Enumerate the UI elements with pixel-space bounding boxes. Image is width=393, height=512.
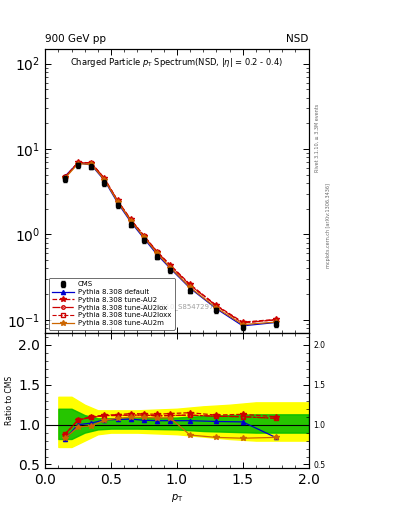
Pythia 8.308 tune-AU2m <box>168 264 173 270</box>
Pythia 8.308 tune-AU2loxx <box>273 317 278 323</box>
Pythia 8.308 tune-AU2m <box>62 175 67 181</box>
Pythia 8.308 tune-AU2 <box>62 174 67 180</box>
Text: mcplots.cern.ch [arXiv:1306.3436]: mcplots.cern.ch [arXiv:1306.3436] <box>326 183 331 268</box>
Pythia 8.308 tune-AU2loxx <box>76 159 81 165</box>
Pythia 8.308 tune-AU2 <box>168 262 173 268</box>
Pythia 8.308 default <box>76 160 81 166</box>
Pythia 8.308 default <box>168 265 173 271</box>
Pythia 8.308 default <box>129 219 133 225</box>
Pythia 8.308 tune-AU2lox <box>129 217 133 223</box>
Pythia 8.308 tune-AU2 <box>115 198 120 204</box>
Pythia 8.308 tune-AU2lox <box>89 160 94 166</box>
Pythia 8.308 default <box>62 173 67 179</box>
Pythia 8.308 default <box>141 236 146 242</box>
Pythia 8.308 tune-AU2m <box>102 177 107 183</box>
Pythia 8.308 tune-AU2m <box>155 250 160 257</box>
Pythia 8.308 tune-AU2lox <box>273 317 278 323</box>
Pythia 8.308 tune-AU2lox <box>188 282 193 288</box>
Pythia 8.308 tune-AU2loxx <box>62 175 67 181</box>
Line: Pythia 8.308 default: Pythia 8.308 default <box>63 161 278 328</box>
Pythia 8.308 default <box>188 285 193 291</box>
Line: Pythia 8.308 tune-AU2m: Pythia 8.308 tune-AU2m <box>62 161 278 327</box>
Pythia 8.308 tune-AU2 <box>129 217 133 223</box>
Y-axis label: Ratio to CMS: Ratio to CMS <box>5 376 14 425</box>
Legend: CMS, Pythia 8.308 default, Pythia 8.308 tune-AU2, Pythia 8.308 tune-AU2lox, Pyth: CMS, Pythia 8.308 default, Pythia 8.308 … <box>49 278 174 330</box>
Pythia 8.308 tune-AU2loxx <box>115 198 120 204</box>
Pythia 8.308 tune-AU2m <box>76 161 81 167</box>
Text: Rivet 3.1.10, ≥ 3.3M events: Rivet 3.1.10, ≥ 3.3M events <box>314 104 320 173</box>
Pythia 8.308 tune-AU2lox <box>241 320 245 326</box>
Pythia 8.308 tune-AU2loxx <box>188 282 193 288</box>
Pythia 8.308 default <box>89 162 94 168</box>
Pythia 8.308 tune-AU2m <box>129 218 133 224</box>
Pythia 8.308 tune-AU2 <box>188 281 193 287</box>
Pythia 8.308 tune-AU2 <box>89 160 94 166</box>
Text: $p_\mathrm{T}$: $p_\mathrm{T}$ <box>171 493 183 504</box>
Pythia 8.308 default <box>115 200 120 206</box>
Line: Pythia 8.308 tune-AU2: Pythia 8.308 tune-AU2 <box>62 160 278 325</box>
Pythia 8.308 default <box>241 323 245 329</box>
Pythia 8.308 tune-AU2m <box>141 234 146 240</box>
Pythia 8.308 tune-AU2m <box>241 322 245 328</box>
Pythia 8.308 tune-AU2 <box>214 302 219 308</box>
Text: NSD: NSD <box>286 33 309 44</box>
Pythia 8.308 tune-AU2lox <box>141 233 146 239</box>
Pythia 8.308 tune-AU2loxx <box>141 233 146 239</box>
Pythia 8.308 tune-AU2lox <box>214 303 219 309</box>
Pythia 8.308 tune-AU2loxx <box>214 303 219 309</box>
Pythia 8.308 tune-AU2lox <box>168 263 173 269</box>
Pythia 8.308 tune-AU2loxx <box>102 176 107 182</box>
Pythia 8.308 tune-AU2 <box>155 248 160 254</box>
Text: Charged Particle $p_\mathrm{T}$ Spectrum(NSD, $|\eta|$ = 0.2 - 0.4): Charged Particle $p_\mathrm{T}$ Spectrum… <box>70 56 284 69</box>
Pythia 8.308 default <box>214 306 219 312</box>
Pythia 8.308 tune-AU2m <box>188 284 193 290</box>
Pythia 8.308 tune-AU2lox <box>115 198 120 204</box>
Pythia 8.308 tune-AU2loxx <box>155 249 160 255</box>
Text: 900 GeV pp: 900 GeV pp <box>45 33 106 44</box>
Pythia 8.308 default <box>155 251 160 258</box>
Pythia 8.308 tune-AU2lox <box>155 249 160 255</box>
Pythia 8.308 tune-AU2 <box>241 319 245 325</box>
Pythia 8.308 tune-AU2 <box>102 175 107 181</box>
Pythia 8.308 tune-AU2loxx <box>241 320 245 326</box>
Pythia 8.308 tune-AU2 <box>76 159 81 165</box>
Pythia 8.308 default <box>273 319 278 326</box>
Pythia 8.308 tune-AU2lox <box>62 175 67 181</box>
Line: Pythia 8.308 tune-AU2loxx: Pythia 8.308 tune-AU2loxx <box>63 161 277 325</box>
Line: Pythia 8.308 tune-AU2lox: Pythia 8.308 tune-AU2lox <box>63 161 277 325</box>
Pythia 8.308 tune-AU2lox <box>76 159 81 165</box>
Text: CMS_2010_S8547297: CMS_2010_S8547297 <box>139 304 215 310</box>
Pythia 8.308 tune-AU2lox <box>102 176 107 182</box>
Pythia 8.308 tune-AU2m <box>115 199 120 205</box>
Pythia 8.308 tune-AU2 <box>141 232 146 239</box>
Pythia 8.308 tune-AU2loxx <box>168 263 173 269</box>
Pythia 8.308 tune-AU2m <box>89 161 94 167</box>
Pythia 8.308 tune-AU2 <box>273 316 278 323</box>
Pythia 8.308 tune-AU2m <box>214 305 219 311</box>
Pythia 8.308 default <box>102 177 107 183</box>
Pythia 8.308 tune-AU2loxx <box>89 160 94 166</box>
Pythia 8.308 tune-AU2m <box>273 319 278 325</box>
Pythia 8.308 tune-AU2loxx <box>129 217 133 223</box>
